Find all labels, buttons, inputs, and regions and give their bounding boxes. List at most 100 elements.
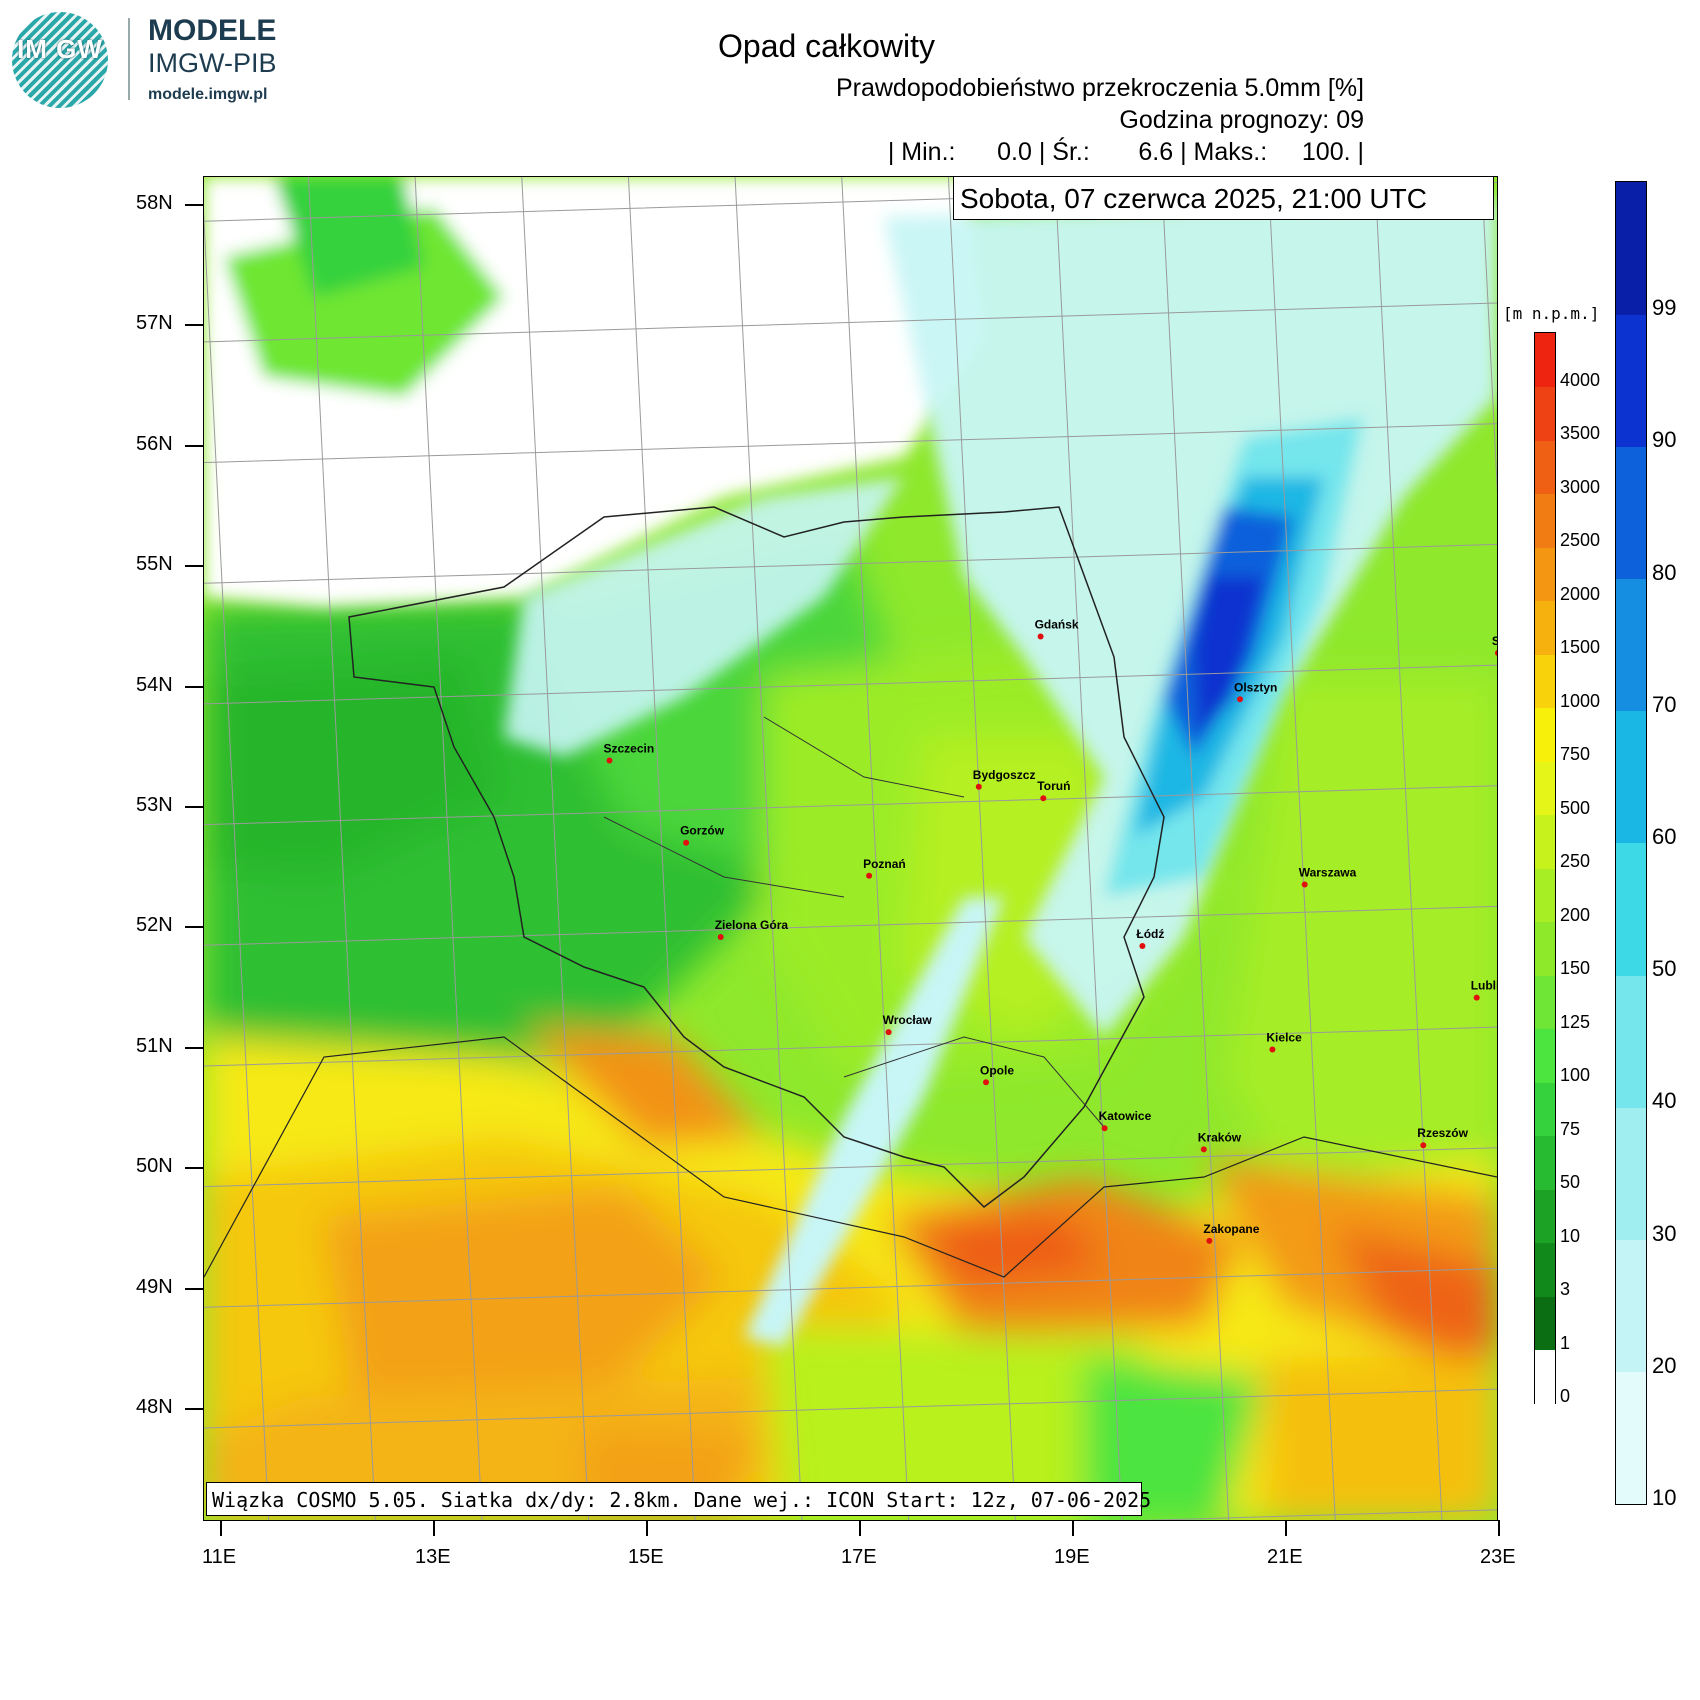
forecast-map: GdańskOlsztynSuwałkiBiałystokSzczecinByd… — [203, 176, 1498, 1521]
meridian-line — [1054, 177, 1123, 1520]
city-marker: Szczecin — [604, 742, 655, 764]
meridian-line — [521, 177, 590, 1520]
probability-swatch — [1616, 710, 1646, 844]
city-dot — [983, 1079, 989, 1086]
map-subtitle: Prawdopodobieństwo przekroczenia 5.0mm [… — [835, 74, 1364, 102]
city-marker: Suwałki — [1492, 634, 1497, 656]
city-marker: Warszawa — [1299, 866, 1357, 888]
city-dot — [1301, 881, 1308, 888]
city-label: Lublin — [1471, 979, 1497, 993]
elevation-level-label: 250 — [1560, 851, 1591, 871]
city-marker: Łódź — [1136, 927, 1164, 949]
lat-label: 57N — [136, 312, 173, 335]
elevation-swatch — [1535, 1349, 1555, 1404]
logo-emblem — [12, 12, 108, 108]
city-marker: Gorzów — [680, 824, 725, 846]
city-label: Rzeszów — [1417, 1126, 1468, 1140]
city-dot — [1139, 943, 1146, 949]
elevation-level-label: 4000 — [1560, 369, 1601, 390]
lat-label: 52N — [136, 914, 173, 937]
probability-swatch — [1616, 446, 1646, 580]
elevation-level-label: 3 — [1560, 1279, 1571, 1299]
lon-tick — [1498, 1520, 1500, 1536]
lat-label: 55N — [136, 553, 173, 576]
lon-label: 19E — [1054, 1546, 1090, 1568]
elevation-swatch — [1535, 761, 1555, 815]
city-label: Olsztyn — [1234, 680, 1277, 694]
probability-swatch — [1616, 182, 1646, 315]
lat-tick — [185, 1408, 203, 1410]
elevation-level-label: 2500 — [1560, 530, 1601, 550]
elevation-swatch — [1535, 600, 1555, 655]
lon-label: 21E — [1267, 1546, 1303, 1568]
lat-label: 48N — [136, 1396, 173, 1418]
elevation-swatch — [1535, 1242, 1555, 1297]
city-marker: Olsztyn — [1234, 680, 1277, 703]
meridian-line — [947, 177, 1016, 1520]
city-dot — [1206, 1237, 1213, 1244]
probability-level-label: 70 — [1652, 691, 1677, 717]
probability-level-label: 90 — [1652, 427, 1677, 453]
probability-band — [504, 197, 1497, 1347]
forecast-hour: Godzina prognozy: 09 — [1119, 106, 1364, 134]
elevation-level-label: 3500 — [1560, 423, 1601, 443]
meridian-line — [841, 177, 910, 1520]
city-dot — [1269, 1046, 1276, 1053]
lon-tick — [220, 1520, 222, 1536]
probability-swatch — [1616, 1239, 1646, 1373]
probability-level-label: 80 — [1652, 559, 1677, 585]
probability-level-label: 10 — [1652, 1485, 1677, 1510]
lat-tick — [185, 926, 203, 929]
stats-line: | Min.: 0.0 | Śr.: 6.6 | Maks.: 100. | — [887, 138, 1364, 166]
meridian-line — [1161, 177, 1230, 1520]
city-dot — [1494, 650, 1497, 656]
elevation-swatch — [1535, 386, 1555, 441]
southern-borders — [204, 1036, 1497, 1278]
lat-tick — [185, 204, 203, 206]
elevation-swatch — [1535, 1082, 1555, 1136]
lat-tick — [185, 1167, 203, 1170]
elevation-swatch — [1535, 814, 1555, 869]
city-dot — [1237, 696, 1243, 703]
elevation-level-label: 1 — [1560, 1332, 1571, 1353]
lon-tick — [859, 1520, 861, 1536]
lat-label: 58N — [136, 192, 173, 214]
lat-label: 56N — [136, 432, 173, 455]
elevation-level-label: 50 — [1560, 1172, 1581, 1192]
city-marker: Rzeszów — [1417, 1126, 1469, 1149]
elevation-level-label: 1000 — [1560, 690, 1601, 711]
elevation-level-label: 2000 — [1560, 583, 1601, 604]
lat-tick — [185, 685, 203, 688]
city-label: Poznań — [863, 857, 906, 871]
elevation-swatch — [1535, 440, 1555, 494]
meridian-line — [627, 177, 696, 1520]
probability-swatch — [1616, 1107, 1646, 1241]
elevation-swatch — [1535, 707, 1555, 762]
elevation-level-label: 75 — [1560, 1118, 1581, 1139]
elevation-level-label: 500 — [1560, 797, 1591, 818]
city-label: Szczecin — [604, 742, 655, 756]
meridian-line — [1374, 177, 1443, 1520]
elevation-level-label: 0 — [1560, 1386, 1571, 1406]
city-marker: Toruń — [1037, 779, 1070, 802]
probability-legend-bar — [1615, 181, 1647, 1505]
city-label: Wrocław — [883, 1013, 933, 1027]
city-marker: Opole — [980, 1063, 1014, 1086]
elevation-level-label: 1500 — [1560, 637, 1601, 657]
elevation-level-label: 150 — [1560, 958, 1591, 978]
city-marker: Poznań — [863, 857, 906, 879]
city-marker: Zakopane — [1203, 1222, 1260, 1244]
lat-tick — [185, 806, 203, 808]
city-label: Kraków — [1198, 1130, 1242, 1144]
map-title: Opad całkowity — [718, 28, 935, 64]
city-label: Warszawa — [1299, 866, 1357, 880]
lat-label: 53N — [136, 794, 173, 816]
city-label: Kielce — [1266, 1031, 1302, 1045]
lon-label: 13E — [415, 1546, 451, 1568]
city-label: Suwałki — [1492, 634, 1497, 648]
probability-swatch — [1616, 1371, 1646, 1505]
elevation-swatch — [1535, 493, 1555, 548]
map-canvas: GdańskOlsztynSuwałkiBiałystokSzczecinByd… — [204, 177, 1497, 1520]
probability-level-label: 30 — [1652, 1220, 1677, 1246]
imgw-logo: IM GW MODELE IMGW-PIB modele.imgw.pl — [10, 10, 290, 110]
